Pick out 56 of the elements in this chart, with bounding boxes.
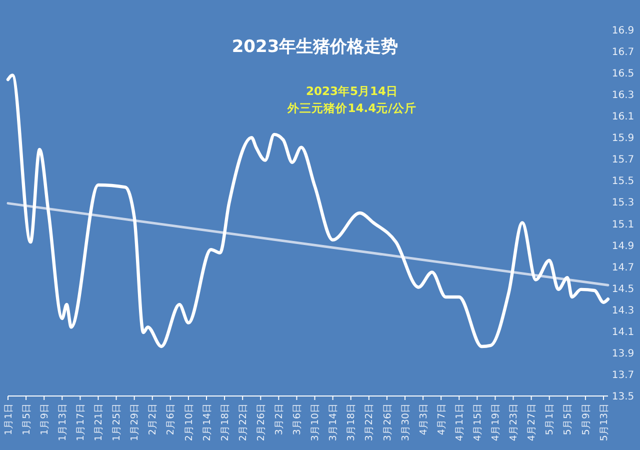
x-tick-label: 4月23日 [508, 403, 520, 442]
x-tick-label: 1月9日 [39, 403, 50, 436]
x-tick-label: 4月15日 [472, 403, 484, 442]
x-tick-label: 4月11日 [454, 403, 466, 442]
y-tick-label: 16.3 [612, 90, 634, 102]
x-tick-label: 3月22日 [364, 403, 376, 442]
x-tick-label: 3月2日 [274, 403, 285, 436]
x-tick-label: 2月10日 [184, 403, 195, 442]
x-tick-label: 3月18日 [346, 403, 358, 442]
x-tick-label: 1月25日 [112, 403, 123, 442]
y-tick-label: 15.7 [612, 154, 634, 166]
x-tick-label: 3月26日 [382, 403, 394, 442]
x-tick-label: 3月14日 [328, 403, 340, 442]
y-tick-label: 14.3 [612, 305, 634, 316]
x-tick-label: 1月5日 [21, 403, 32, 436]
line-series [6, 74, 610, 348]
y-tick-label: 14.5 [612, 284, 634, 295]
x-tick-label: 4月27日 [526, 403, 538, 442]
y-tick-label: 16.1 [612, 112, 634, 123]
x-tick-label: 3月30日 [400, 403, 412, 442]
annotation: 外三元猪价14.4元/公斤 [286, 101, 416, 115]
x-tick-label: 2月6日 [166, 403, 177, 436]
x-tick-label: 1月29日 [130, 403, 141, 442]
x-tick-label: 2月26日 [256, 403, 267, 442]
y-tick-label: 14.7 [612, 262, 634, 274]
x-tick-label: 1月13日 [57, 403, 68, 442]
x-tick-label: 5月9日 [580, 403, 592, 436]
y-tick-label: 15.1 [612, 219, 634, 230]
y-tick-label: 13.7 [612, 370, 634, 381]
annotation: 2023年5月14日 [306, 84, 398, 98]
y-tick-label: 15.3 [612, 198, 634, 209]
x-tick-label: 2月14日 [202, 403, 213, 442]
x-tick-label: 1月1日 [3, 403, 14, 436]
x-tick-label: 5月1日 [544, 403, 556, 436]
chart-title: 2023年生猪价格走势 [232, 37, 398, 57]
x-tick-label: 1月17日 [76, 403, 87, 442]
x-tick-label: 3月10日 [310, 403, 322, 442]
x-tick-label: 4月19日 [490, 403, 502, 442]
y-tick-label: 15.5 [612, 176, 634, 188]
y-tick-label: 16.5 [612, 68, 634, 80]
x-tick-label: 1月21日 [94, 403, 105, 442]
x-tick-label: 2月2日 [148, 403, 159, 436]
y-tick-label: 15.9 [612, 133, 634, 144]
x-tick-label: 5月13日 [598, 403, 610, 442]
x-tick-label: 2月22日 [238, 403, 249, 442]
x-tick-label: 2月18日 [220, 403, 231, 442]
y-tick-label: 13.5 [612, 392, 634, 402]
y-tick-label: 16.9 [612, 26, 634, 36]
y-tick-label: 16.7 [612, 47, 634, 58]
y-tick-label: 13.9 [612, 348, 634, 360]
x-tick-label: 4月7日 [436, 403, 448, 436]
x-tick-label: 5月5日 [562, 403, 574, 436]
x-tick-label: 3月6日 [292, 403, 304, 436]
x-tick-label: 4月3日 [418, 403, 430, 436]
y-tick-label: 14.1 [612, 326, 634, 338]
y-tick-label: 14.9 [612, 240, 634, 252]
